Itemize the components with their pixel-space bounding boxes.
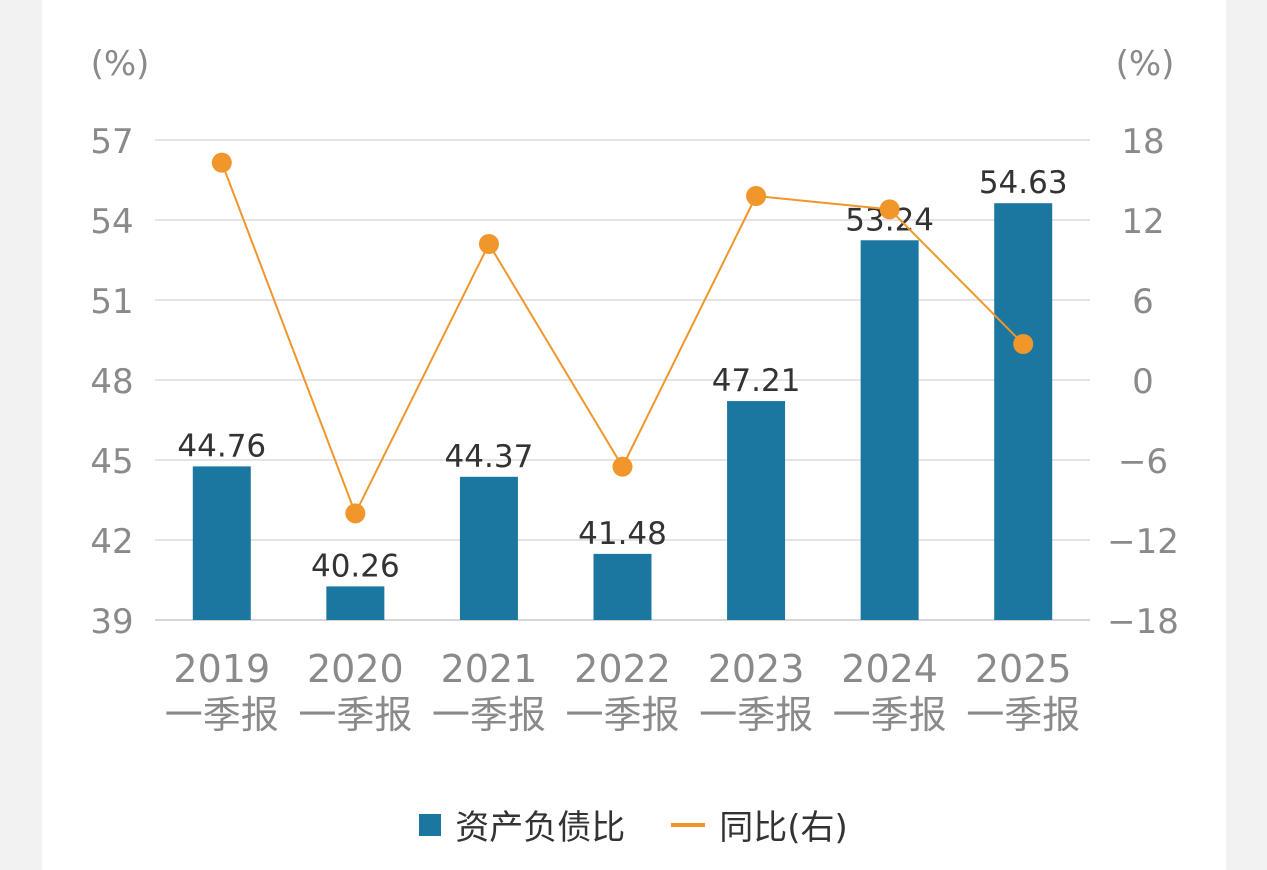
chart: 57 54 51 48 45 42 39 18 12 6 0 −6 −12 −18 (%) (%) 44.76 4… — [90, 44, 1179, 737]
bar — [459, 476, 518, 620]
legend-bar-swatch — [419, 813, 442, 836]
x-tick-year: 2024 — [841, 647, 938, 691]
line-point — [211, 152, 232, 173]
line-point — [879, 199, 900, 220]
x-tick-year: 2019 — [173, 647, 270, 691]
x-tick-period: 一季报 — [966, 693, 1080, 737]
x-tick-year: 2022 — [574, 647, 671, 691]
x-tick-period: 一季报 — [565, 693, 679, 737]
right-tick-label: −18 — [1107, 602, 1179, 642]
left-tick-label: 57 — [90, 122, 133, 162]
left-tick-label: 54 — [90, 202, 133, 242]
bar — [727, 401, 786, 620]
line-point — [345, 503, 366, 524]
right-tick-label: 6 — [1132, 282, 1154, 322]
bar — [860, 240, 919, 620]
x-tick-period: 一季报 — [699, 693, 813, 737]
x-tick-year: 2023 — [708, 647, 805, 691]
legend: 资产负债比 同比(右) — [0, 800, 1267, 849]
legend-line-swatch — [671, 822, 706, 827]
legend-item-line: 同比(右) — [671, 800, 848, 849]
bar — [593, 553, 652, 620]
line-point — [746, 186, 767, 206]
right-tick-label: 18 — [1121, 122, 1164, 162]
legend-item-bar: 资产负债比 — [419, 800, 625, 849]
left-tick-label: 39 — [90, 602, 133, 642]
legend-line-label: 同比(右) — [719, 808, 848, 848]
line-point — [1013, 334, 1034, 354]
left-tick-label: 48 — [90, 362, 133, 402]
bar-data-label: 40.26 — [311, 548, 400, 584]
bar — [994, 203, 1053, 620]
bar-data-label: 54.63 — [979, 165, 1068, 201]
x-tick-period: 一季报 — [298, 693, 412, 737]
x-tick-period: 一季报 — [165, 693, 279, 737]
bar — [326, 586, 385, 620]
left-axis-unit: (%) — [91, 44, 150, 84]
left-tick-label: 51 — [90, 282, 133, 322]
bar-data-label: 47.21 — [712, 363, 801, 399]
right-tick-label: −12 — [1107, 522, 1179, 562]
left-tick-label: 45 — [90, 442, 133, 482]
bar-data-label: 44.37 — [445, 439, 534, 475]
right-tick-label: 12 — [1121, 202, 1164, 242]
x-tick-period: 一季报 — [432, 693, 546, 737]
right-tick-label: 0 — [1132, 362, 1154, 402]
x-tick-year: 2020 — [307, 647, 404, 691]
bar — [192, 466, 251, 620]
legend-bar-label: 资产负债比 — [455, 808, 626, 848]
right-tick-label: −6 — [1118, 442, 1168, 482]
x-tick-year: 2021 — [441, 647, 538, 691]
x-tick-year: 2025 — [975, 647, 1072, 691]
line-point — [478, 234, 499, 254]
right-axis-unit: (%) — [1116, 44, 1175, 84]
line-point — [612, 456, 633, 477]
bar-data-label: 44.76 — [177, 428, 266, 464]
x-tick-period: 一季报 — [833, 693, 947, 737]
bar-data-label: 41.48 — [578, 516, 667, 552]
left-tick-label: 42 — [90, 522, 133, 562]
